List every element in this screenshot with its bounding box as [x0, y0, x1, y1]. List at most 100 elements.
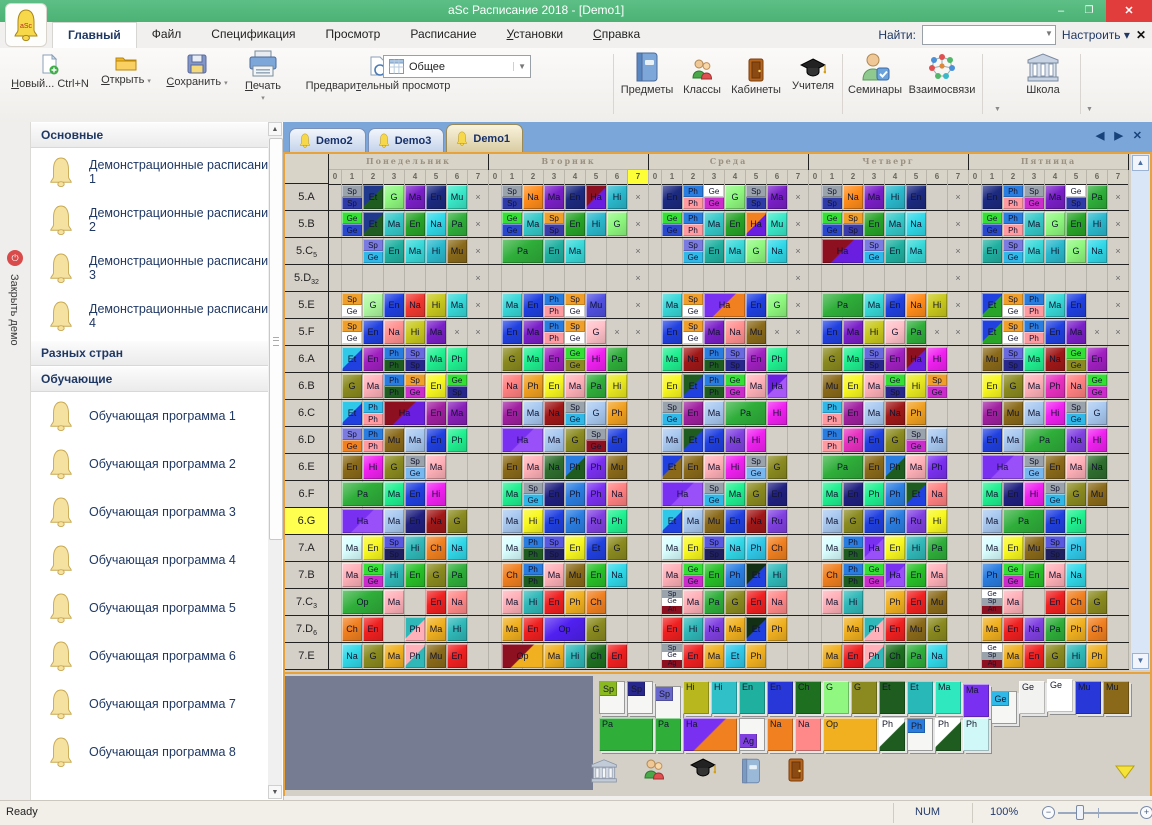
lesson-cell[interactable]: G	[607, 212, 627, 236]
lesson-cell[interactable]: G	[363, 293, 383, 317]
lesson-cell[interactable]: En	[864, 428, 884, 452]
lesson-cell[interactable]: Et	[746, 617, 766, 641]
unscheduled-lesson-card[interactable]: Et	[879, 681, 905, 714]
lesson-cell[interactable]: Et	[683, 428, 703, 452]
lesson-cell[interactable]: En	[885, 536, 905, 560]
unscheduled-lesson-card[interactable]: Mu	[1075, 681, 1101, 714]
lesson-cell[interactable]: En	[426, 428, 446, 452]
menu-item-спецификация[interactable]: Спецификация	[211, 27, 296, 41]
sidebar-scrollbar[interactable]: ▲ ▼	[268, 122, 283, 799]
lesson-cell[interactable]: Hi	[565, 644, 585, 668]
relationships-button[interactable]: Взаимосвязи	[906, 52, 978, 96]
lesson-cell[interactable]: Sp Sp	[843, 212, 863, 236]
lesson-cell[interactable]: Ma	[864, 293, 884, 317]
lesson-cell[interactable]: Pa	[1024, 428, 1065, 452]
lesson-cell[interactable]: G	[746, 482, 766, 506]
lesson-cell[interactable]: En	[447, 644, 467, 668]
lesson-cell[interactable]: Sp Ge	[565, 293, 585, 317]
lesson-cell[interactable]: Sp Ge An	[662, 590, 682, 614]
lesson-cell[interactable]: Mu	[447, 239, 467, 263]
lesson-cell[interactable]: Sp Sp	[544, 212, 564, 236]
lesson-cell[interactable]: Na	[607, 563, 627, 587]
lesson-cell[interactable]: G	[1087, 401, 1107, 425]
lesson-cell[interactable]: Ma	[982, 617, 1002, 641]
lesson-cell[interactable]: Sp Sp	[502, 185, 522, 209]
lesson-cell[interactable]: Ma	[426, 320, 446, 344]
lesson-cell[interactable]: Pa	[586, 374, 606, 398]
lesson-cell[interactable]: Sp Sp	[544, 536, 564, 560]
lesson-cell[interactable]: G	[885, 320, 905, 344]
lesson-cell[interactable]: En	[1003, 617, 1023, 641]
scroll-up-icon[interactable]: ▲	[1132, 155, 1149, 171]
lesson-cell[interactable]: Ph	[586, 455, 606, 479]
lesson-cell[interactable]: Ma	[405, 185, 425, 209]
lesson-cell[interactable]: En	[342, 455, 362, 479]
lesson-cell[interactable]: Ma	[1003, 590, 1023, 614]
lesson-cell[interactable]: Pa	[502, 239, 543, 263]
lesson-cell[interactable]: Ma	[502, 482, 522, 506]
lesson-cell[interactable]: Ma	[426, 347, 446, 371]
lesson-cell[interactable]: En	[565, 212, 585, 236]
lesson-cell[interactable]: En	[982, 185, 1002, 209]
lesson-cell[interactable]: Ge Sp An	[982, 590, 1002, 614]
lesson-cell[interactable]: Ru	[767, 509, 787, 533]
grid-scrollbar[interactable]: ▲ ▼	[1131, 154, 1150, 670]
lesson-cell[interactable]: En	[662, 374, 682, 398]
sidebar-demo-item[interactable]: Обучающая программа 1	[31, 392, 283, 440]
lesson-cell[interactable]: Sp Ge	[927, 374, 947, 398]
lesson-cell[interactable]: G	[607, 536, 627, 560]
lesson-cell[interactable]: Ma	[927, 563, 947, 587]
close-button[interactable]: ✕	[1106, 0, 1152, 22]
unscheduled-lesson-card[interactable]: Sp	[655, 686, 681, 719]
lesson-cell[interactable]: Ma	[885, 212, 905, 236]
lesson-cell[interactable]: En	[363, 347, 383, 371]
lesson-cell[interactable]: Na	[1087, 455, 1107, 479]
lesson-cell[interactable]: Ha	[767, 374, 787, 398]
lesson-cell[interactable]: Hi	[725, 455, 745, 479]
lesson-cell[interactable]: Na	[927, 482, 947, 506]
class-label[interactable]: 6.B	[285, 373, 329, 400]
lesson-cell[interactable]: En	[384, 293, 404, 317]
tab-demo3[interactable]: Demo3	[367, 128, 445, 152]
lesson-cell[interactable]: Sp Ge	[1024, 185, 1044, 209]
class-label[interactable]: 7.D6	[285, 616, 329, 643]
lesson-cell[interactable]: Ch	[586, 644, 606, 668]
lesson-cell[interactable]: Ph	[565, 590, 585, 614]
lesson-cell[interactable]: En	[405, 509, 425, 533]
lesson-cell[interactable]: Sp Ge	[906, 428, 926, 452]
lesson-cell[interactable]: Ph Ph	[822, 428, 842, 452]
lesson-cell[interactable]: Hi	[426, 482, 446, 506]
class-label[interactable]: 6.A	[285, 346, 329, 373]
ribbon-close-button[interactable]: ✕	[1135, 28, 1146, 42]
lesson-cell[interactable]: Ma	[1024, 347, 1044, 371]
lesson-cell[interactable]: Pa	[704, 590, 724, 614]
lesson-cell[interactable]: Na	[767, 590, 787, 614]
lesson-cell[interactable]: Na	[746, 509, 766, 533]
sidebar-demo-item[interactable]: Обучающая программа 6	[31, 632, 283, 680]
lesson-cell[interactable]: Et	[725, 644, 745, 668]
lesson-cell[interactable]: Ph	[1066, 536, 1086, 560]
lesson-cell[interactable]: Ph	[1066, 617, 1086, 641]
lesson-cell[interactable]: Et	[342, 347, 362, 371]
lesson-cell[interactable]: Na	[1066, 374, 1086, 398]
lesson-cell[interactable]: Sp Ge	[342, 320, 362, 344]
lesson-cell[interactable]: Mu	[767, 212, 787, 236]
lesson-cell[interactable]: Ph Ph	[683, 185, 703, 209]
lesson-cell[interactable]: Ma	[662, 428, 682, 452]
lesson-cell[interactable]: En	[982, 401, 1002, 425]
lesson-cell[interactable]: Ma	[523, 347, 543, 371]
class-label[interactable]: 7.A	[285, 535, 329, 562]
class-label[interactable]: 5.A	[285, 184, 329, 211]
lesson-cell[interactable]: En	[565, 536, 585, 560]
lesson-cell[interactable]: Ma	[982, 482, 1002, 506]
lesson-cell[interactable]: Mu	[447, 185, 467, 209]
unscheduled-lesson-card[interactable]: Ph	[935, 718, 961, 751]
lesson-cell[interactable]: Ha	[384, 401, 425, 425]
lesson-cell[interactable]: Hi	[607, 374, 627, 398]
lesson-cell[interactable]: En	[864, 455, 884, 479]
lesson-cell[interactable]: Ma	[447, 293, 467, 317]
lesson-cell[interactable]: Sp Ge	[405, 455, 425, 479]
lesson-cell[interactable]: En	[704, 239, 724, 263]
zoom-slider-thumb[interactable]	[1076, 805, 1084, 820]
unscheduled-lesson-card[interactable]: Sp	[599, 681, 625, 714]
